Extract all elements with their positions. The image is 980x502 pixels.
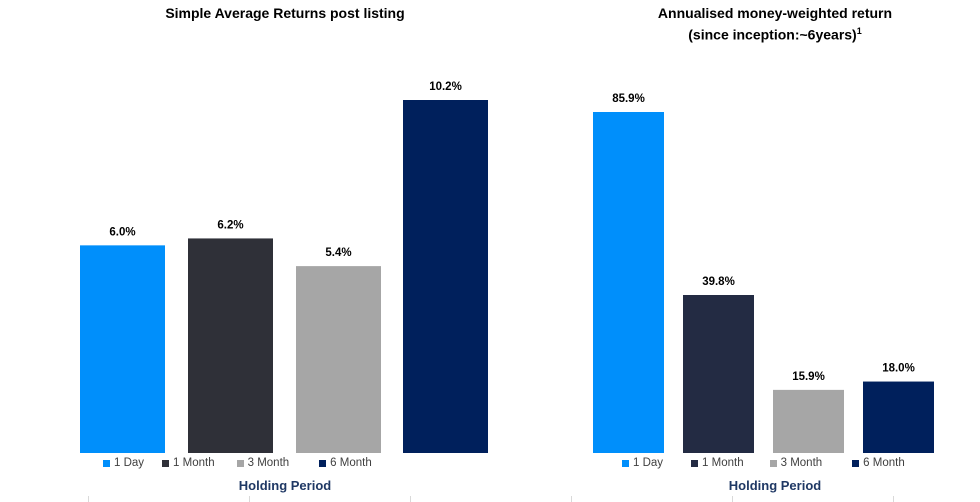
bar-6-month: [863, 381, 934, 453]
chart-title: Annualised money-weighted return (since …: [570, 4, 980, 44]
axis-tick: [410, 496, 411, 502]
legend-label: 1 Day: [633, 457, 664, 469]
x-axis-label: Holding Period: [238, 478, 332, 493]
x-axis-label: Holding Period: [728, 478, 822, 493]
data-label: 5.4%: [325, 247, 351, 259]
legend-item: 3 Month: [769, 457, 823, 469]
legend-item: 3 Month: [236, 457, 290, 469]
data-label: 6.0%: [109, 226, 135, 238]
axis-tick: [249, 496, 250, 502]
legend-item: 1 Day: [622, 457, 663, 469]
legend-label: 3 Month: [780, 457, 823, 469]
chart-simple-average-returns: Simple Average Returns post listing 6.0%…: [0, 4, 570, 493]
legend-swatch: [236, 459, 244, 467]
legend-label: 1 Month: [173, 457, 215, 469]
axis-tick: [571, 496, 572, 502]
legend-label: 1 Month: [702, 457, 744, 469]
legend-label: 3 Month: [247, 457, 290, 469]
legend-label: 6 Month: [330, 457, 372, 469]
bar-6-month: [403, 100, 488, 453]
chart-plot-area: 6.0% 6.2% 5.4% 10.2%: [80, 81, 488, 453]
bar-1-month: [188, 238, 273, 453]
data-label: 15.9%: [792, 371, 825, 383]
chart-title-text: Annualised money-weighted return: [657, 5, 893, 21]
legend-swatch: [162, 459, 170, 467]
footnote-marker: 1: [856, 26, 862, 36]
data-label: 10.2%: [429, 81, 462, 93]
axis-tick: [893, 496, 894, 502]
legend-label: 6 Month: [863, 457, 905, 469]
chart-title: Simple Average Returns post listing: [0, 4, 570, 22]
bar-1-day: [593, 112, 664, 453]
bar-1-day: [80, 245, 165, 453]
legend-swatch: [691, 459, 699, 467]
legend-item: 1 Month: [691, 457, 744, 469]
chart-title-text: Simple Average Returns post listing: [165, 5, 405, 21]
chart-subtitle-text: (since inception:~6years): [688, 26, 857, 43]
legend-swatch: [769, 459, 777, 467]
chart-plot-area: 85.9% 39.8% 15.9% 18.0%: [593, 93, 934, 453]
data-label: 39.8%: [702, 276, 735, 288]
bar-3-month: [773, 389, 844, 453]
data-label: 6.2%: [217, 219, 243, 231]
legend-swatch: [622, 459, 629, 467]
legend-swatch: [103, 459, 110, 467]
axis-tick: [732, 496, 733, 502]
bar-1-month: [683, 295, 754, 453]
legend-item: 6 Month: [852, 457, 905, 469]
bar-3-month: [296, 266, 381, 453]
legend-item: 1 Month: [162, 457, 215, 469]
chart-legend: 1 Day 1 Month 3 Month 6 Month: [103, 457, 372, 469]
chart-money-weighted-return: Annualised money-weighted return (since …: [570, 0, 980, 502]
legend-swatch: [852, 459, 860, 467]
chart-subtitle: (since inception:~6years)1: [570, 22, 980, 44]
data-label: 18.0%: [882, 363, 915, 375]
legend-item: 6 Month: [319, 457, 372, 469]
chart-legend: 1 Day 1 Month 3 Month 6 Month: [622, 457, 905, 469]
axis-tick: [88, 496, 89, 502]
legend-label: 1 Day: [114, 457, 145, 469]
legend-item: 1 Day: [103, 457, 144, 469]
data-label: 85.9%: [612, 93, 645, 105]
legend-swatch: [319, 459, 327, 467]
